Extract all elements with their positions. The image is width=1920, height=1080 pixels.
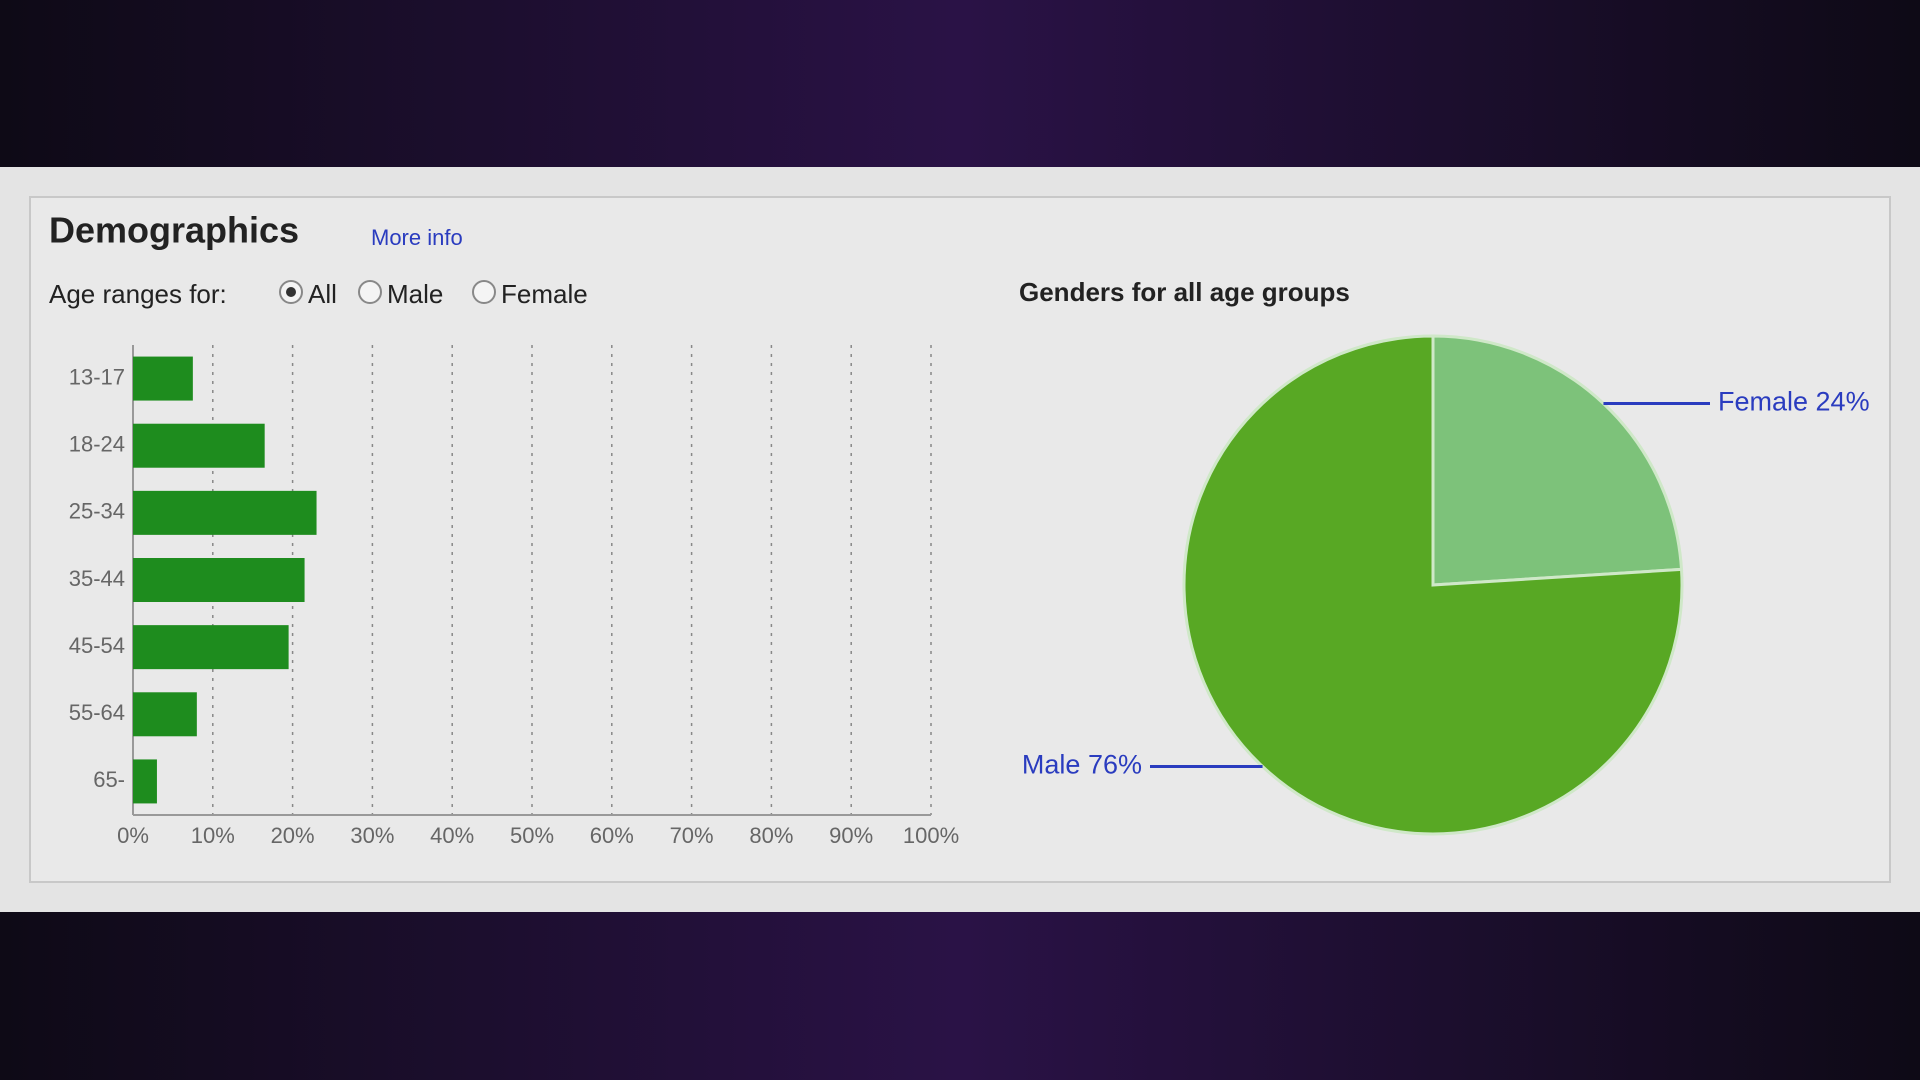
pie-slice [1182, 334, 1684, 836]
slice-label: Female 24% [1718, 387, 1870, 417]
pie-slice [1431, 334, 1684, 587]
y-tick-label: 35-44 [69, 566, 125, 591]
slice-label: Male 76% [1022, 750, 1142, 780]
filter-label: Age ranges for: [49, 279, 227, 309]
radio-label[interactable]: All [308, 279, 337, 309]
background-top [0, 0, 1920, 167]
x-tick-label: 90% [829, 823, 873, 848]
x-tick-label: 80% [749, 823, 793, 848]
x-tick-label: 0% [117, 823, 149, 848]
y-tick-label: 55-64 [69, 700, 125, 725]
y-tick-label: 13-17 [69, 364, 125, 389]
radio-male[interactable] [358, 280, 382, 304]
x-tick-label: 40% [430, 823, 474, 848]
x-tick-label: 30% [350, 823, 394, 848]
bar [133, 490, 317, 535]
bar [133, 625, 289, 670]
bar [133, 356, 193, 401]
radio-female[interactable] [472, 280, 496, 304]
x-tick-label: 50% [510, 823, 554, 848]
x-tick-label: 60% [590, 823, 634, 848]
x-tick-label: 70% [670, 823, 714, 848]
y-tick-label: 25-34 [69, 499, 125, 524]
more-info-link[interactable]: More info [371, 225, 463, 250]
bar [133, 759, 157, 804]
bar [133, 558, 305, 602]
x-tick-label: 100% [903, 823, 959, 848]
background-bottom [0, 912, 1920, 1080]
y-tick-label: 45-54 [69, 633, 125, 658]
bar [133, 423, 265, 468]
y-tick-label: 65- [93, 767, 125, 792]
x-tick-label: 10% [191, 823, 235, 848]
radio-dot [286, 287, 296, 297]
radio-label[interactable]: Female [501, 279, 588, 309]
chart-title: Genders for all age groups [1019, 277, 1350, 307]
x-tick-label: 20% [271, 823, 315, 848]
radio-label[interactable]: Male [387, 279, 443, 309]
bar [133, 692, 197, 737]
page-title: Demographics [49, 210, 299, 251]
y-tick-label: 18-24 [69, 432, 125, 457]
